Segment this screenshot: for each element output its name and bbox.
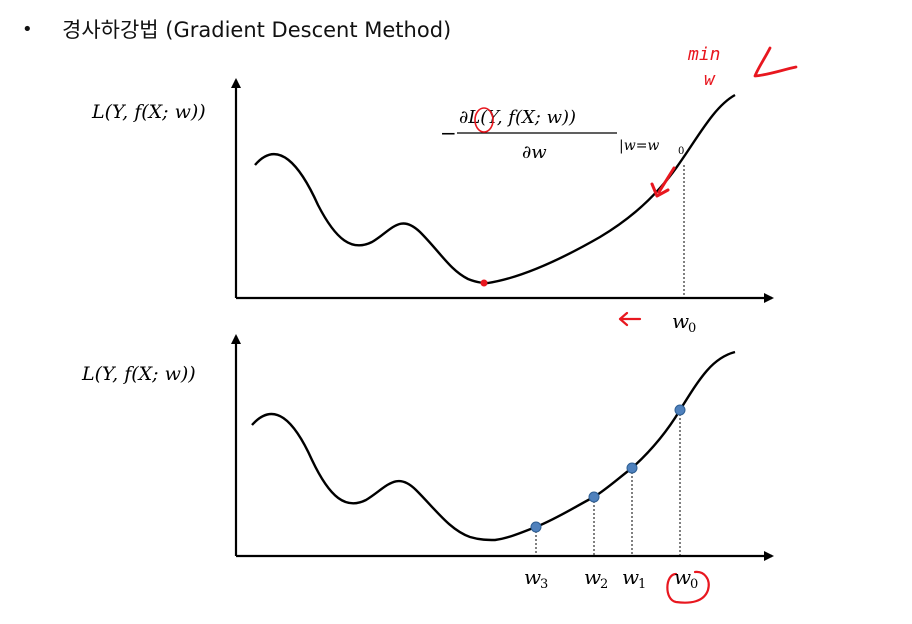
marker-w2-base: w: [584, 565, 601, 589]
gradient-eval-at: |w=w: [619, 138, 659, 154]
top-w0-label: w: [672, 309, 689, 333]
top-plot: L(Y, f(X; w)) − ∂L(Y, f(X; w)) ∂w |w=w 0…: [91, 78, 774, 336]
marker-w0-sub: 0: [690, 577, 698, 592]
handwritten-annotations: [474, 46, 798, 604]
step-dot-w2: [588, 491, 600, 503]
handwritten-text: min w L ←: [687, 44, 721, 90]
title-text: 경사하강법 (Gradient Descent Method): [62, 18, 452, 42]
handwritten-left-arrow: [618, 311, 642, 327]
marker-w3-base: w: [524, 565, 541, 589]
bottom-loss-curve: [251, 350, 736, 542]
top-w0-sub: 0: [688, 321, 696, 336]
marker-w3-sub: 3: [540, 577, 548, 592]
gradient-denominator: ∂w: [522, 142, 547, 163]
top-y-label: L(Y, f(X; w)): [91, 101, 206, 123]
step-dot-w1: [626, 462, 638, 474]
bottom-plot: L(Y, f(X; w)) w 3 w 2 w 1 w 0: [81, 334, 774, 592]
bullet-point: •: [22, 18, 33, 40]
handwritten-min: min: [687, 44, 721, 65]
step-dot-w3: [530, 521, 542, 533]
handwritten-circle-w0: [666, 570, 710, 604]
step-dot-w0: [674, 404, 686, 416]
gradient-minus-sign: −: [440, 121, 457, 145]
marker-w1-base: w: [622, 565, 639, 589]
gradient-eval-sub: 0: [678, 146, 684, 157]
bottom-y-label: L(Y, f(X; w)): [81, 363, 196, 385]
handwritten-L-stroke: [753, 46, 798, 78]
marker-w0-base: w: [674, 565, 691, 589]
slide-title: • 경사하강법 (Gradient Descent Method): [22, 14, 451, 44]
gradient-expression: − ∂L(Y, f(X; w)) ∂w |w=w 0: [440, 107, 684, 163]
marker-w2-sub: 2: [600, 577, 608, 592]
gradient-numerator: ∂L(Y, f(X; w)): [459, 107, 576, 128]
minimum-dot: [480, 279, 488, 287]
handwritten-descent-arrow: [657, 166, 676, 194]
handwritten-circle-L: [474, 107, 494, 133]
handwritten-w: w: [704, 69, 716, 90]
handwritten-descent-arrowhead: [650, 182, 670, 198]
marker-w1-sub: 1: [638, 577, 646, 592]
